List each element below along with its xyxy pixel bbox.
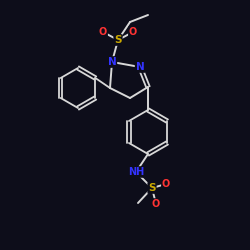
Text: S: S	[114, 35, 122, 45]
Text: O: O	[152, 199, 160, 209]
Text: N: N	[108, 57, 116, 67]
Text: S: S	[148, 183, 156, 193]
Text: O: O	[99, 27, 107, 37]
Text: O: O	[129, 27, 137, 37]
Text: NH: NH	[128, 167, 144, 177]
Text: O: O	[162, 179, 170, 189]
Text: N: N	[136, 62, 144, 72]
